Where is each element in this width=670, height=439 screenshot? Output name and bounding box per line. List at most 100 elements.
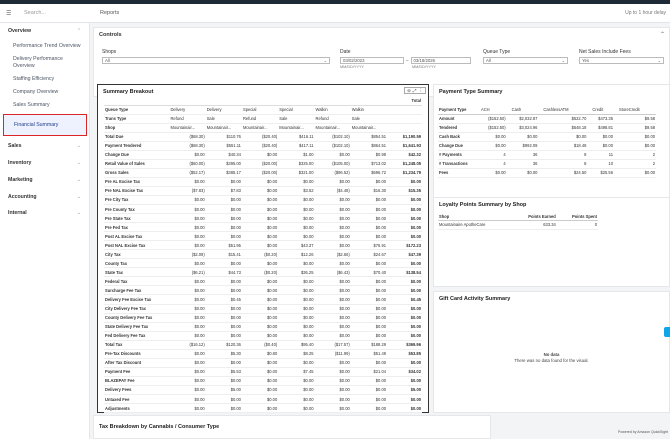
row-label: Trans Type [104, 114, 170, 124]
chevron-up-icon[interactable]: ⌃ [659, 32, 665, 38]
row-label: County Tax [104, 258, 170, 269]
filter-icon[interactable]: ⊜ [407, 87, 411, 93]
sidebar-item-staffing-efficiency[interactable]: Staffing Efficiency [13, 75, 55, 82]
table-cell: $44.73 [205, 267, 242, 278]
search-input[interactable]: Search... [24, 10, 47, 16]
sidebar-group-marketing[interactable]: Marketing ⌄ [8, 176, 81, 183]
row-label: Pre State Tax [104, 213, 170, 224]
table-cell: 8 [538, 150, 588, 160]
table-cell: $3,024.96 [506, 123, 539, 133]
table-cell: $854.51 [350, 132, 388, 142]
net-sales-select[interactable]: Yes ⌄ [579, 57, 664, 64]
table-row: Federal Tax $0.00 $0.00 $0.00 $0.00 $0.00 $0.0… [104, 276, 422, 287]
header-cell: Shop [438, 212, 512, 221]
table-cell: $0.00 [350, 403, 388, 414]
table-cell: $0.00 [314, 231, 351, 242]
more-icon[interactable]: ⋮ [418, 87, 424, 93]
row-label: Retail Value of Sales [104, 159, 170, 169]
table-cell: $325.00 [278, 159, 315, 169]
total-cell: $0.00 [387, 376, 422, 386]
payment-type-panel: Payment Type Summary Payment Type ACH Cash… [433, 84, 670, 212]
total-cell: $0.00 [387, 195, 422, 206]
table-cell: $0.00 [169, 177, 206, 187]
table-row: Untaxed Fee $0.00 $0.00 $0.00 $0.00 $0.00 $0.0… [104, 394, 422, 405]
shops-select[interactable]: All ⌄ [102, 57, 330, 64]
row-label: Pre-Tax Discounts [104, 349, 170, 359]
table-cell: $24.50 [538, 168, 588, 178]
table-cell: $12.26 [278, 249, 315, 260]
sidebar-item-delivery-performance[interactable]: Delivery Performance Overview [13, 55, 63, 69]
table-cell: $0.00 [241, 186, 279, 196]
table-cell: $9.58 [613, 123, 656, 133]
row-label: Post NAL Excise Tax [104, 240, 170, 251]
payment-type-title: Payment Type Summary [439, 89, 503, 95]
row-label: State Delivery Fee Tax [104, 322, 170, 332]
header-cell: Special [278, 105, 315, 115]
table-cell: $0.00 [169, 322, 206, 332]
sidebar-item-company-overview[interactable]: Company Overview [13, 88, 59, 95]
table-cell: $0.00 [278, 313, 315, 323]
total-cell: $0.00 [387, 213, 422, 224]
table-cell: $0.00 [241, 258, 279, 269]
menu-icon[interactable]: ☰ [6, 10, 12, 17]
table-cell: $0.00 [169, 376, 206, 386]
date-start-input[interactable]: 03/02/2023 [340, 57, 404, 64]
table-row: Mountainaire ApotheCare 633.34 0 [438, 220, 598, 230]
table-cell: ($20.00) [241, 168, 279, 178]
sidebar-item-financial-summary[interactable]: Financial Summary [3, 113, 87, 136]
table-row: Post NAL Excise Tax $0.00 $51.95 $0.00 $43.3… [104, 240, 422, 251]
sidebar-group-sales[interactable]: Sales ⌄ [8, 143, 81, 150]
table-row: Pre Fed Tax $0.00 $0.00 $0.00 $0.00 $0.00 $0.0… [104, 222, 422, 233]
table-cell: $0.00 [241, 150, 279, 160]
chat-icon[interactable] [664, 327, 670, 337]
header-cell: Mountainair... [241, 123, 279, 133]
table-cell: $0.00 [314, 331, 351, 341]
total-header: Total [387, 96, 422, 106]
expand-icon[interactable]: ⤢ [412, 88, 417, 93]
table-cell: $3.52 [278, 186, 315, 196]
table-cell: $0.00 [205, 213, 242, 224]
sidebar-item-performance-trend[interactable]: Performance Trend Overview [13, 42, 81, 49]
table-cell: $0.00 [314, 367, 351, 377]
table-cell: $0.00 [205, 304, 242, 314]
table-cell: ($4.48) [314, 186, 351, 196]
date-end-input[interactable]: 03/18/2026 [410, 57, 471, 64]
total-cell: $369.96 [387, 340, 422, 350]
table-cell: $0.00 [169, 313, 206, 323]
table-row: Total Tax ($16.12) $120.36 ($0.40) $95.40 ($1… [104, 340, 422, 350]
header-cell: Mountainair... [350, 123, 388, 133]
table-cell: $0.00 [314, 376, 351, 386]
table-cell: $0.00 [205, 177, 242, 187]
table-cell: ($0.20) [241, 249, 279, 260]
sidebar-group-internal[interactable]: Internal ⌄ [8, 210, 81, 217]
sidebar-item-sales-summary[interactable]: Sales Summary [13, 101, 50, 108]
table-cell: $0.00 [169, 240, 206, 251]
page-title: Reports [100, 10, 120, 16]
row-label: Gross Sales [104, 168, 170, 178]
queue-type-select[interactable]: All ⌄ [483, 57, 568, 64]
loyalty-panel: Loyalty Points Summary by Shop Shop Point… [433, 197, 670, 287]
sidebar-group-accounting[interactable]: Accounting ⌄ [8, 193, 81, 200]
table-cell: $40.34 [205, 150, 242, 160]
sidebar-group-overview[interactable]: Overview ⌃ [8, 28, 81, 35]
table-row: Fees $0.00 $0.00 $24.50 $25.56 $0.00 [438, 168, 656, 178]
header-cell [387, 105, 422, 115]
table-cell: ($6.43) [314, 267, 351, 278]
table-cell: ($6.21) [169, 267, 206, 278]
table-cell: $0.00 [278, 331, 315, 341]
table-header-row: Queue Type Delivery Delivery Special Special… [104, 105, 422, 115]
table-cell: 11 [587, 150, 614, 160]
chevron-up-icon: ⌃ [76, 28, 81, 35]
total-cell: $42.32 [387, 150, 422, 160]
total-cell: $1,248.05 [387, 159, 422, 169]
row-label: Shop [104, 123, 170, 133]
row-label: State Tax [104, 267, 170, 278]
app-header: ☰ Search... Reports Up to 1 hour delay [0, 4, 670, 23]
table-cell: 4 [476, 150, 507, 160]
table-cell: $36.25 [278, 267, 315, 278]
table-cell: $473.35 [587, 114, 614, 124]
sidebar-group-inventory[interactable]: Inventory ⌄ [8, 159, 81, 166]
table-cell: $0.00 [350, 322, 388, 332]
table-cell: $0.00 [278, 231, 315, 242]
table-cell: $0.00 [350, 304, 388, 314]
